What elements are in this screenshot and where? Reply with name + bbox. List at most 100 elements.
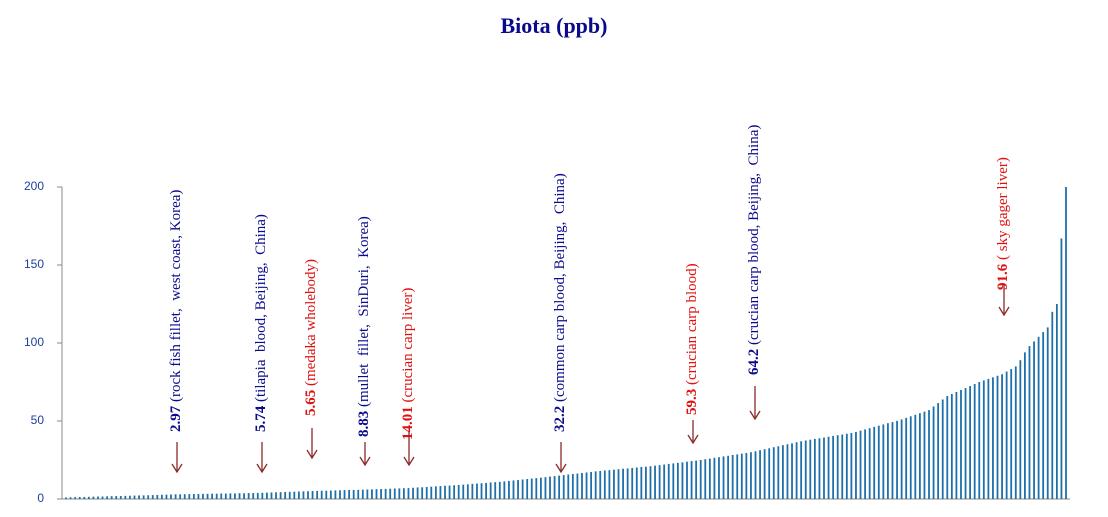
bar (389, 488, 392, 499)
bar (763, 449, 766, 499)
bar (813, 438, 816, 499)
bar (307, 491, 309, 499)
bar (622, 468, 624, 499)
bar (855, 431, 857, 499)
annotation-value: 5.65 (303, 390, 319, 416)
bar (179, 494, 182, 499)
annotation-text: (tilapia blood, Beijing, China) (253, 214, 269, 406)
bar (110, 496, 113, 499)
bar (800, 441, 803, 499)
bar (740, 453, 743, 499)
bar (686, 461, 688, 499)
bar (325, 490, 328, 499)
bar (992, 377, 994, 499)
bar (129, 495, 131, 499)
bar (256, 492, 259, 499)
bar (87, 496, 90, 499)
annotation-arrowhead (555, 463, 567, 474)
annotation-arrowhead (306, 449, 318, 460)
bar (923, 411, 926, 499)
bar (832, 435, 835, 499)
bar (1037, 336, 1040, 499)
bar (380, 489, 382, 499)
bar (188, 494, 191, 499)
bar (402, 488, 405, 499)
bar (266, 492, 268, 499)
bar (371, 489, 373, 499)
bar (553, 476, 556, 499)
y-tick-label: 200 (24, 179, 44, 193)
bar (1019, 360, 1022, 499)
bar (83, 496, 86, 499)
bar (1005, 371, 1008, 499)
bar (508, 480, 510, 499)
bar (645, 466, 647, 499)
y-tick-label: 50 (31, 413, 45, 427)
bar (704, 459, 707, 499)
bar (92, 496, 95, 499)
bar (279, 492, 282, 499)
bar (1001, 374, 1003, 499)
bar (918, 413, 921, 499)
annotation-arrowhead (998, 306, 1010, 317)
bar (503, 481, 506, 499)
bar (896, 420, 898, 499)
bar (489, 482, 492, 499)
bar (361, 489, 364, 499)
bar (873, 426, 876, 499)
bar (197, 494, 200, 499)
annotation: 5.74 (tilapia blood, Beijing, China) (253, 214, 269, 432)
bar (133, 495, 136, 499)
bar (1060, 238, 1063, 500)
bar (311, 491, 314, 499)
bar (517, 479, 519, 499)
bar (562, 475, 565, 499)
annotation-value: 5.74 (253, 405, 269, 432)
bar (224, 493, 227, 499)
annotation: 8.83 (mullet fillet, SinDuri, Korea) (356, 216, 372, 437)
bar (576, 473, 579, 499)
bar (170, 494, 172, 499)
bar (1014, 366, 1017, 499)
bar (192, 494, 195, 499)
bar (786, 444, 789, 499)
bar (393, 488, 396, 499)
bar (549, 476, 551, 499)
bar (809, 439, 812, 499)
annotation-arrowhead (171, 463, 183, 474)
bar (626, 468, 629, 499)
bar (434, 486, 437, 499)
bar (864, 429, 866, 499)
bar (247, 493, 250, 499)
bar (142, 495, 145, 499)
bar (466, 484, 469, 499)
bar (425, 486, 428, 499)
bar (654, 465, 656, 499)
bar (151, 495, 154, 499)
bar (928, 410, 930, 499)
bar (585, 472, 588, 499)
bar (530, 478, 533, 499)
bar (932, 406, 935, 499)
annotation-arrowhead (749, 410, 761, 421)
bar (526, 479, 529, 499)
bar (202, 493, 204, 499)
bar (836, 435, 839, 499)
bar (658, 465, 661, 499)
bar (439, 486, 442, 499)
bar (115, 496, 118, 499)
bar (453, 485, 456, 499)
bar (348, 489, 351, 499)
bar (727, 455, 730, 499)
bar (1033, 341, 1035, 499)
bar (206, 493, 209, 499)
bar (590, 472, 593, 499)
bar (69, 497, 72, 499)
bar (937, 403, 940, 499)
y-tick-label: 150 (24, 257, 44, 271)
bar (777, 446, 780, 499)
bar (174, 494, 177, 499)
annotation-arrowhead (359, 456, 371, 467)
bar (768, 448, 771, 499)
